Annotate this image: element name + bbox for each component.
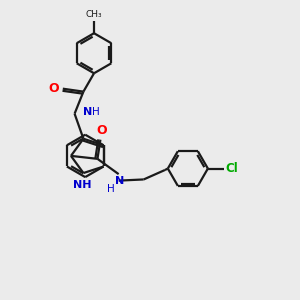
Text: H: H (106, 184, 114, 194)
Text: N: N (83, 107, 92, 117)
Text: CH₃: CH₃ (86, 11, 102, 20)
Text: H: H (92, 107, 99, 117)
Text: Cl: Cl (226, 162, 238, 175)
Text: O: O (49, 82, 59, 95)
Text: N: N (115, 176, 124, 186)
Text: NH: NH (73, 179, 91, 190)
Text: O: O (97, 124, 107, 137)
